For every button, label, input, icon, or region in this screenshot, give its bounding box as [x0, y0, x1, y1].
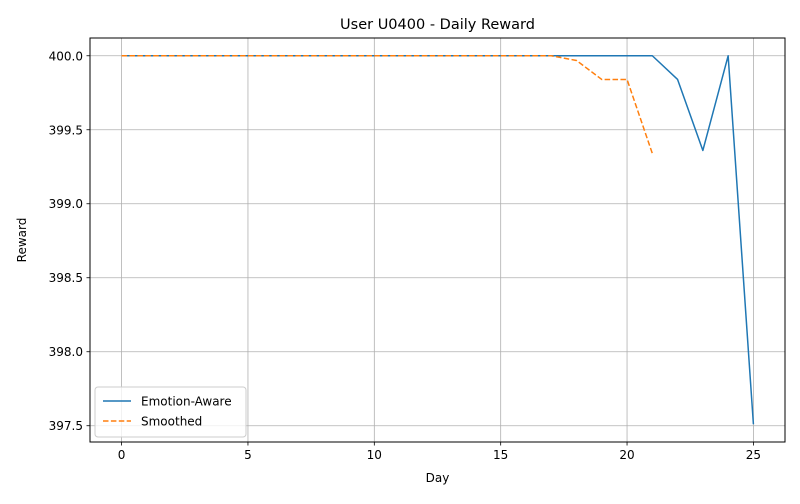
x-tick-label: 0	[118, 448, 126, 462]
series-line-smoothed	[121, 55, 654, 154]
legend-label: Emotion-Aware	[141, 395, 232, 409]
x-tick-label: 10	[367, 448, 382, 462]
series-lines	[121, 55, 755, 425]
legend: Emotion-Aware Smoothed	[94, 386, 247, 438]
x-tick-label: 5	[244, 448, 252, 462]
chart-title: User U0400 - Daily Reward	[340, 17, 535, 33]
axis-ticks: 0 5 10 15 20 25 397.5 398.0 398.5 399.0 399.5 400.0	[49, 49, 761, 462]
y-tick-label: 399.5	[49, 123, 83, 137]
y-tick-label: 399.0	[49, 197, 83, 211]
x-tick-label: 20	[619, 448, 634, 462]
y-tick-label: 398.5	[49, 271, 83, 285]
x-tick-label: 15	[493, 448, 508, 462]
y-tick-label: 397.5	[49, 419, 83, 433]
x-tick-label: 25	[746, 448, 761, 462]
legend-box	[94, 386, 247, 438]
legend-label: Smoothed	[141, 415, 202, 429]
y-axis-label: Reward	[15, 218, 29, 263]
x-axis-label: Day	[426, 471, 450, 485]
grid-lines	[90, 38, 785, 442]
plot-frame	[89, 37, 786, 443]
y-tick-label: 400.0	[49, 49, 83, 63]
y-tick-label: 398.0	[49, 345, 83, 359]
